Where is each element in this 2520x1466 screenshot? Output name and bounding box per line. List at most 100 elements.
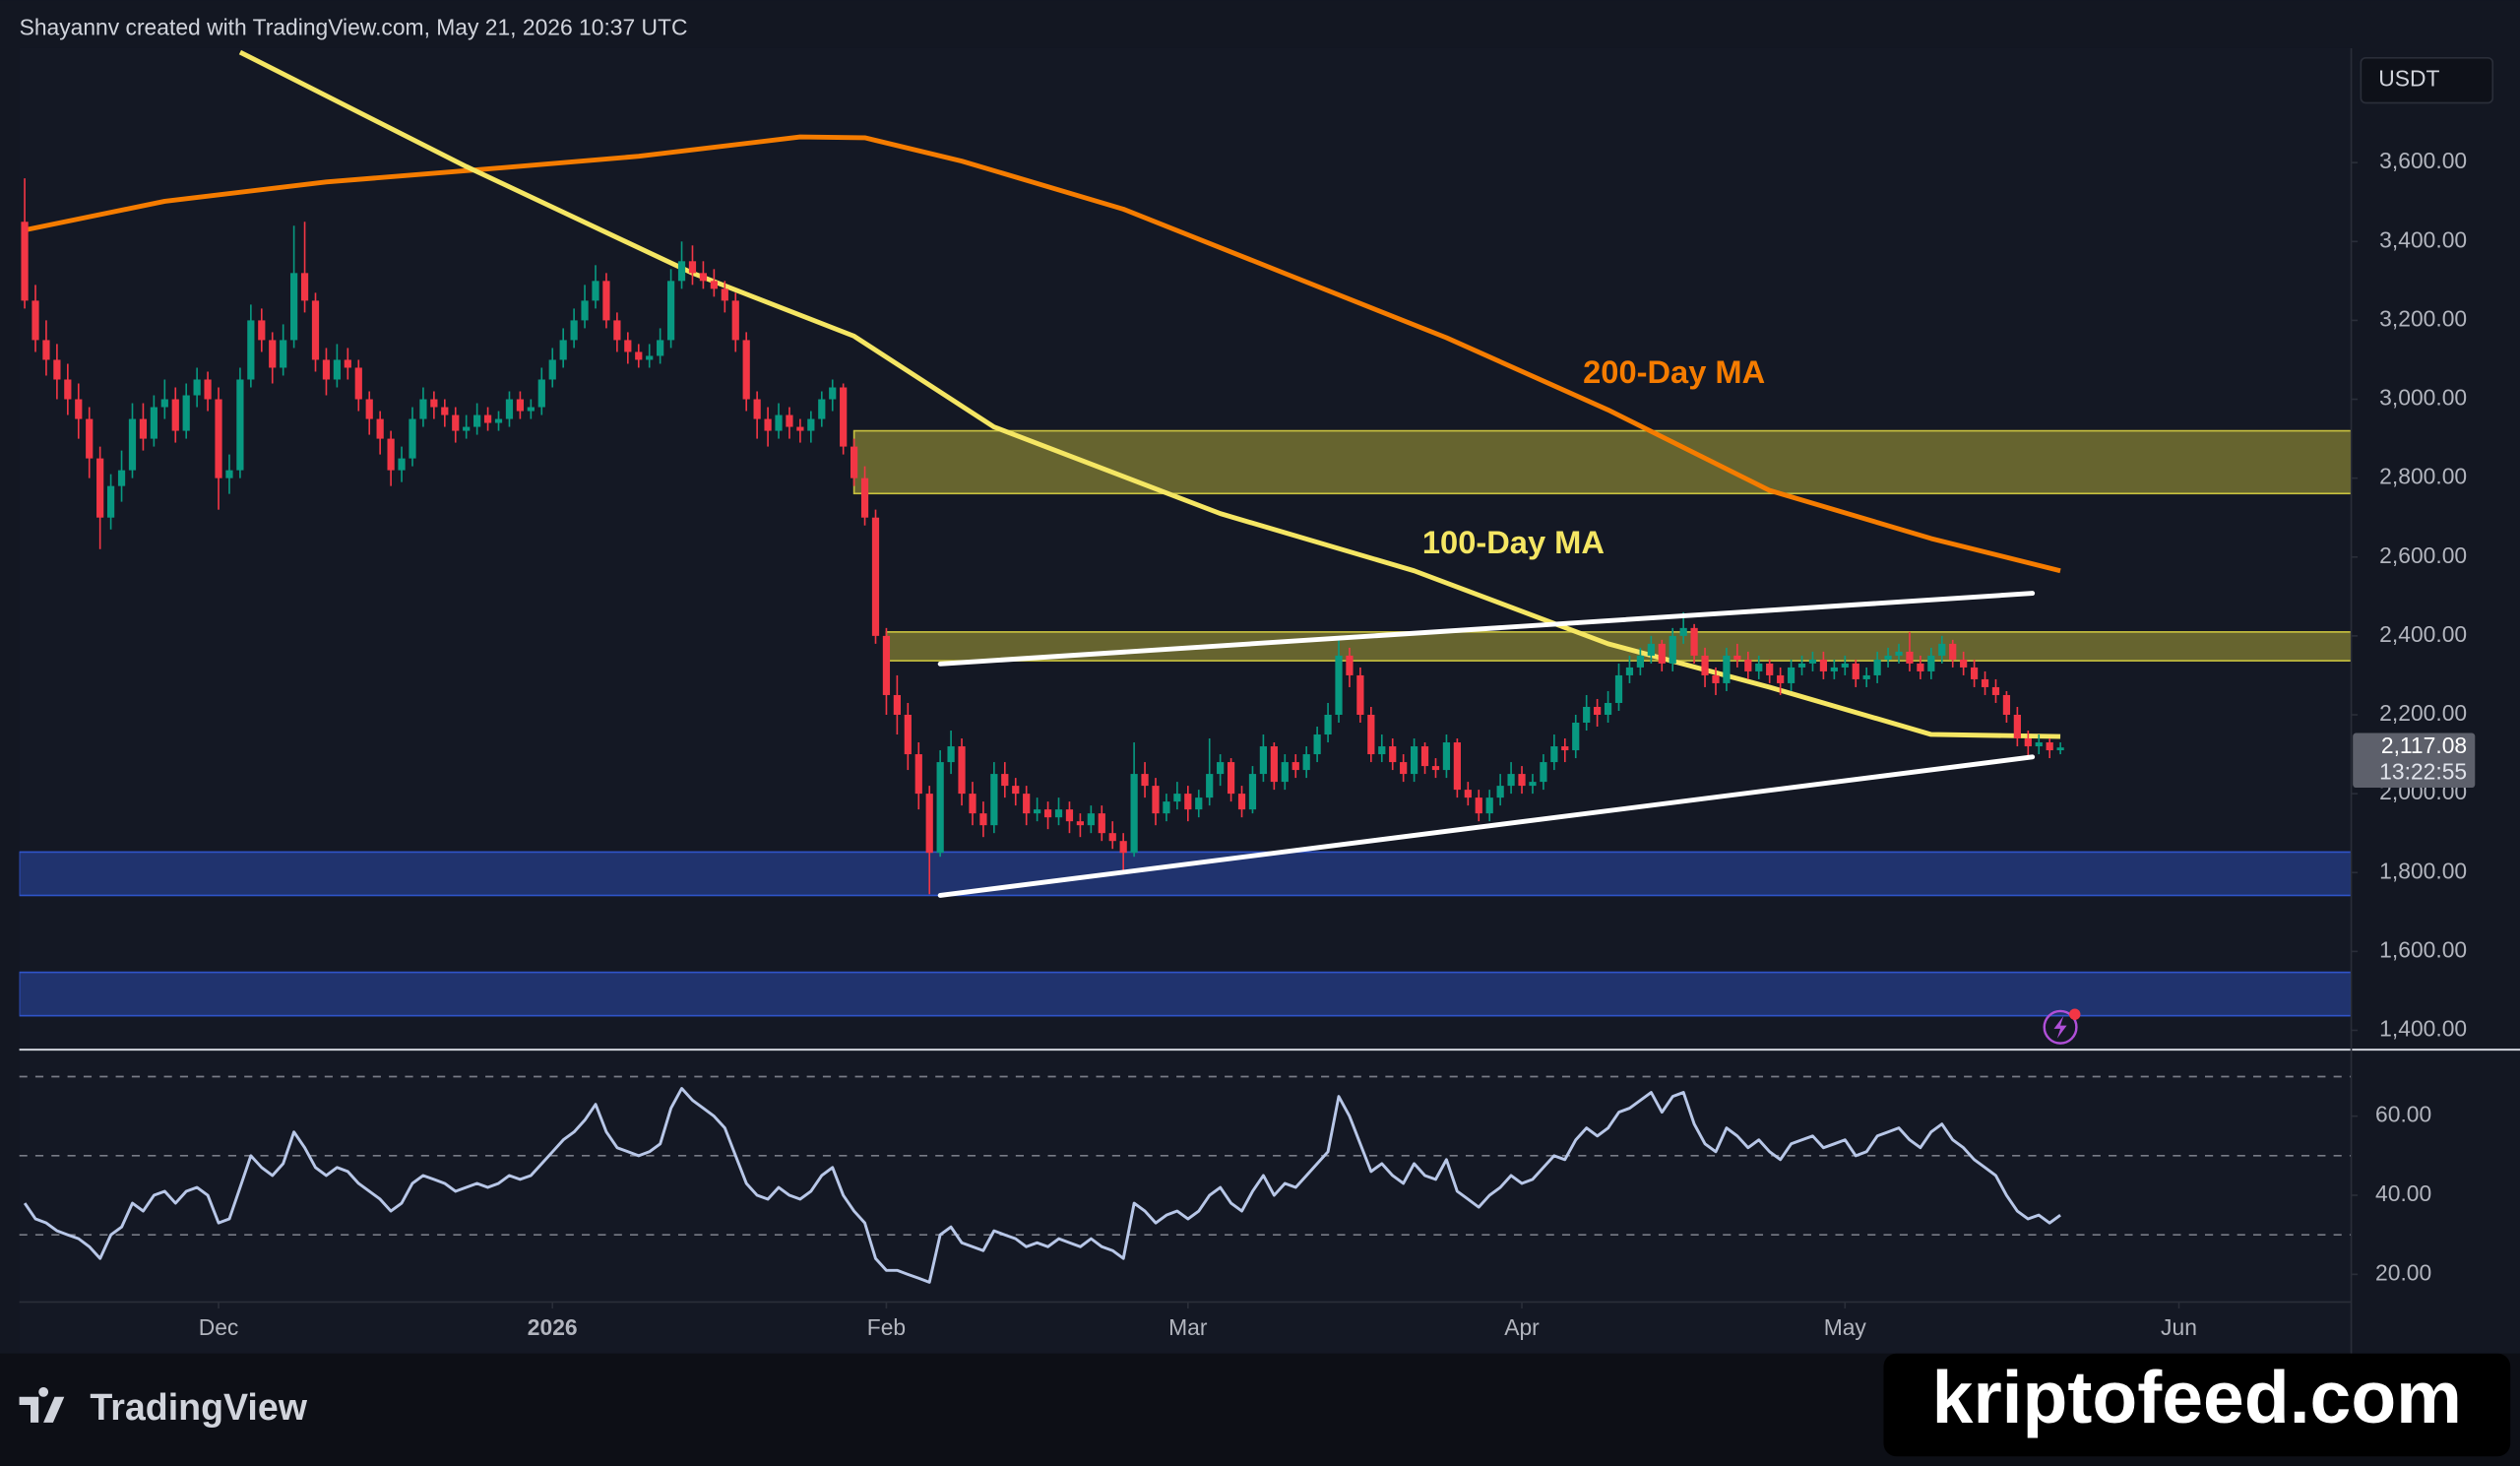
- candle-body: [441, 407, 449, 415]
- candle-body: [376, 418, 384, 439]
- candle-body: [42, 340, 50, 360]
- candle-body: [430, 399, 438, 408]
- candle-body: [1852, 663, 1859, 679]
- candle-body: [516, 399, 525, 412]
- y-tick-label: 2,600.00: [2379, 542, 2467, 568]
- candle-body: [1906, 651, 1914, 664]
- candle-body: [1981, 678, 1989, 687]
- candle-body: [1335, 655, 1343, 715]
- candle-body: [904, 714, 912, 755]
- candle-body: [592, 281, 599, 301]
- candle-body: [1540, 762, 1547, 783]
- candle-body: [258, 320, 266, 341]
- rsi-y-tick-label: 40.00: [2375, 1180, 2431, 1206]
- candle-body: [2013, 714, 2021, 739]
- candle-body: [1529, 782, 1537, 787]
- candle-body: [1594, 706, 1602, 715]
- candle-body: [398, 458, 406, 471]
- candle-body: [850, 446, 858, 478]
- candle-body: [280, 340, 287, 368]
- candle-body: [1604, 702, 1612, 715]
- candle-body: [753, 399, 761, 419]
- candle-body: [96, 458, 104, 518]
- candle-body: [807, 418, 815, 431]
- candle-body: [1152, 786, 1160, 814]
- candle-body: [1034, 809, 1041, 814]
- candle-body: [1259, 746, 1268, 775]
- candle-body: [947, 746, 955, 763]
- candle-body: [666, 281, 675, 341]
- candle-body: [1583, 706, 1591, 724]
- currency-box: [2360, 56, 2494, 104]
- annotation: 200-Day MA: [1583, 353, 1765, 390]
- candle-body: [1292, 762, 1299, 771]
- candle-body: [1658, 643, 1666, 664]
- candle-body: [365, 399, 373, 419]
- candle-body: [1367, 714, 1375, 755]
- candle-body: [1163, 801, 1170, 814]
- candle-body: [1389, 746, 1397, 763]
- candle-body: [1195, 797, 1203, 810]
- candle-body: [171, 399, 179, 431]
- candle-body: [1927, 655, 1935, 671]
- candle-body: [215, 399, 222, 478]
- candle-body: [322, 359, 331, 380]
- x-tick-label: Apr: [1504, 1314, 1540, 1340]
- y-tick-label: 2,400.00: [2379, 621, 2467, 647]
- candle-body: [247, 320, 255, 380]
- candle-body: [613, 320, 621, 341]
- candle-body: [1270, 746, 1278, 783]
- y-tick-label: 1,600.00: [2379, 936, 2467, 962]
- candle-body: [1410, 746, 1418, 775]
- candle-body: [581, 300, 589, 321]
- candle-body: [635, 351, 643, 360]
- candle-body: [1561, 746, 1569, 751]
- moving-average: [24, 134, 2061, 574]
- candle-body: [860, 478, 869, 518]
- candle-body: [1206, 774, 1214, 798]
- candle-body: [871, 517, 880, 636]
- candle-body: [452, 414, 460, 431]
- candle-body: [1873, 659, 1881, 675]
- candle-body: [128, 418, 137, 471]
- candle-body: [537, 379, 545, 408]
- last-price: 2,117.08: [2381, 733, 2467, 758]
- x-tick-label: Dec: [199, 1314, 239, 1340]
- candle-body: [559, 340, 567, 360]
- rsi-line: [23, 1087, 2061, 1284]
- candle-body: [882, 635, 891, 695]
- watermark: kriptofeed.com: [1932, 1356, 2462, 1438]
- trendline: [937, 591, 2036, 667]
- rsi-y-tick-label: 20.00: [2375, 1259, 2431, 1285]
- x-tick-label: 2026: [528, 1314, 578, 1340]
- candle-body: [1830, 667, 1838, 671]
- y-tick-label: 3,000.00: [2379, 385, 2467, 411]
- y-tick-label: 2,800.00: [2379, 464, 2467, 489]
- candle-body: [1378, 746, 1386, 755]
- candle-body: [818, 399, 826, 419]
- candle-body: [699, 273, 708, 282]
- candle-body: [1614, 674, 1623, 703]
- candle-body: [150, 407, 158, 439]
- candle-body: [840, 387, 848, 447]
- candle-body: [1917, 663, 1924, 671]
- candle-body: [1054, 809, 1063, 818]
- candle-body: [1281, 762, 1289, 783]
- last-price-tag: [2353, 733, 2476, 789]
- candle-body: [1237, 794, 1246, 810]
- candle-body: [2035, 742, 2043, 747]
- candle-body: [1475, 797, 1482, 814]
- candle-body: [53, 359, 61, 380]
- candle-body: [1991, 686, 2000, 695]
- candle-body: [969, 794, 976, 814]
- alert-icon: [2043, 1008, 2081, 1045]
- y-tick-label: 2,200.00: [2379, 700, 2467, 726]
- candle-body: [483, 414, 492, 423]
- candle-body: [1043, 809, 1052, 818]
- candle-body: [1173, 794, 1181, 802]
- candle-body: [1712, 674, 1720, 683]
- candle-body: [925, 794, 933, 854]
- candle-body: [505, 399, 514, 419]
- candle-body: [1141, 774, 1149, 787]
